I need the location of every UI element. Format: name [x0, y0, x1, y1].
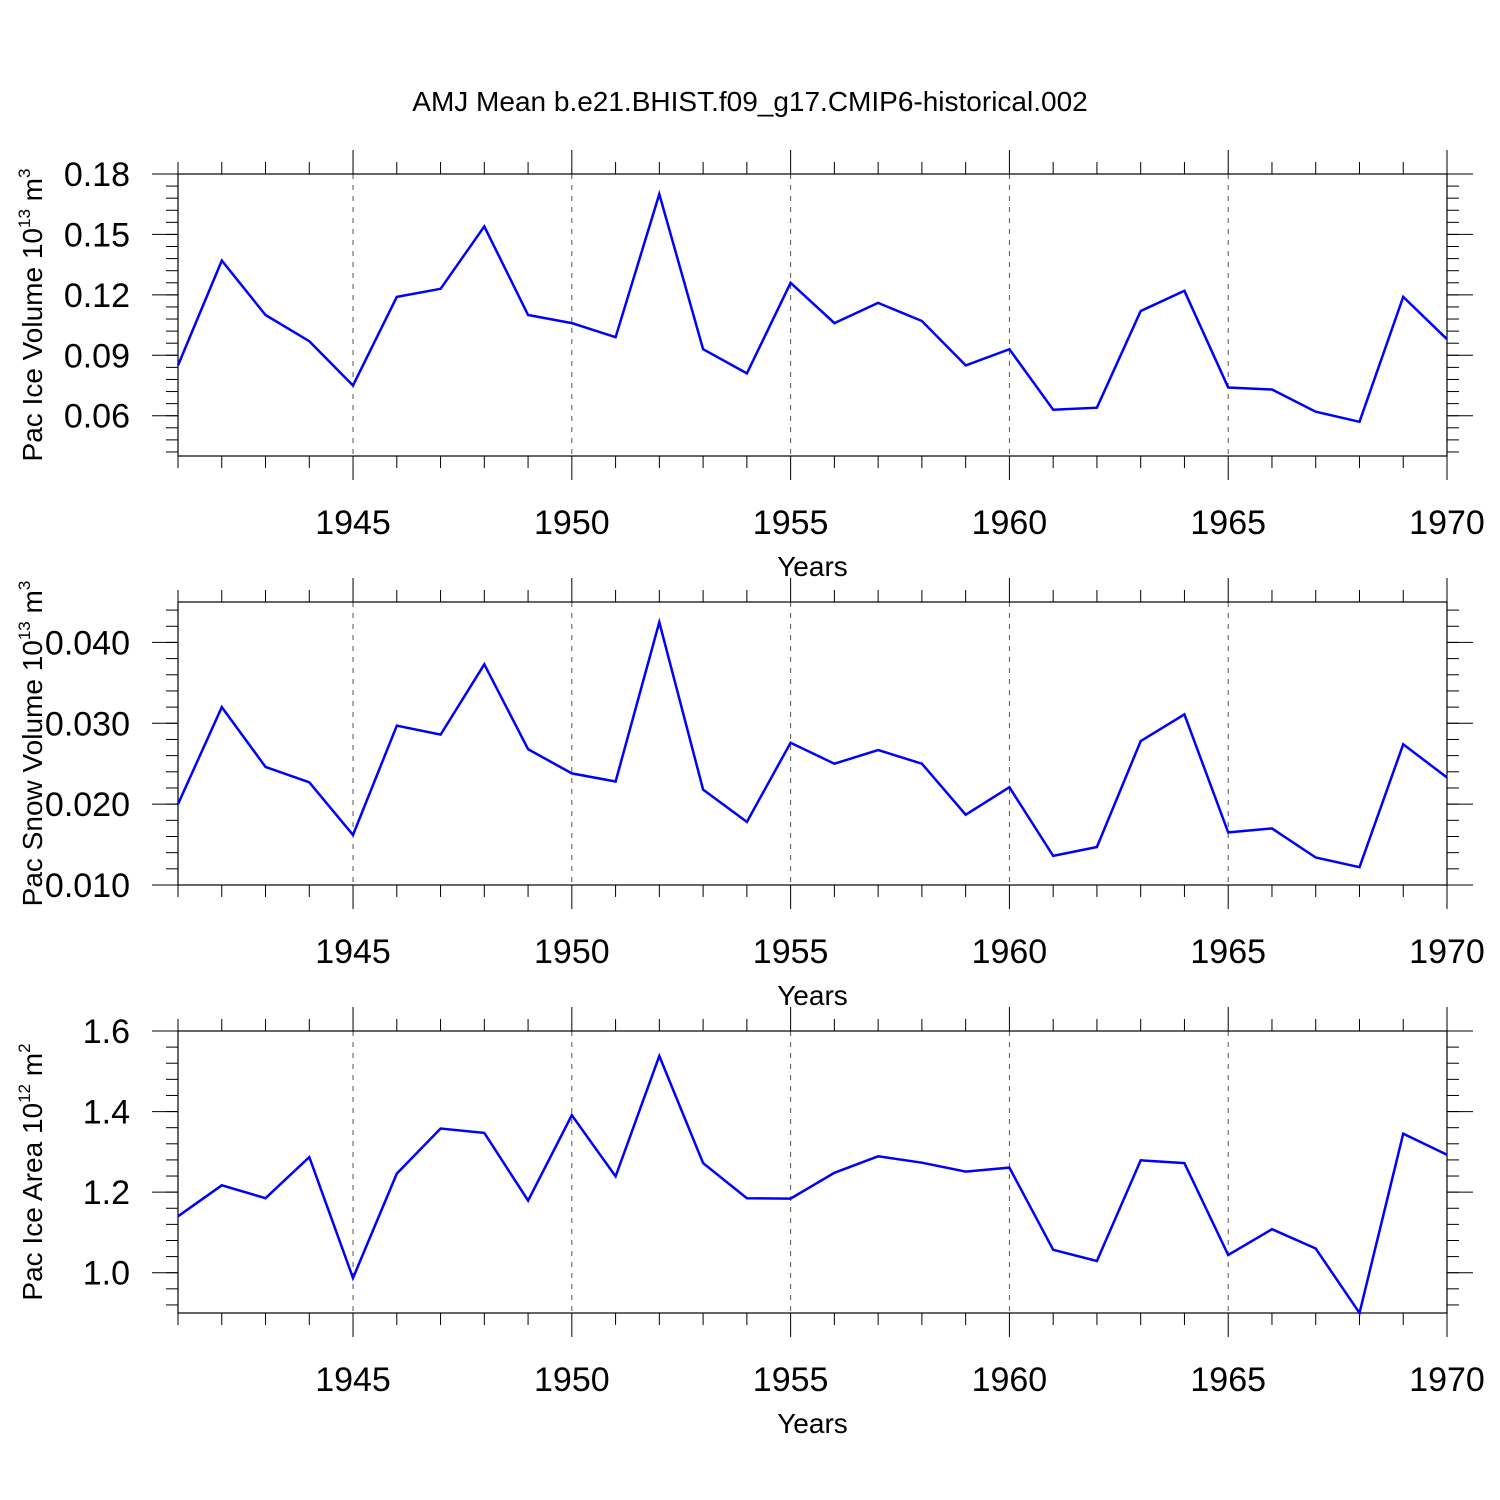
x-tick-label: 1950	[534, 504, 610, 542]
x-tick-label: 1945	[315, 504, 391, 542]
y-axis-label: Pac Snow Volume 1013 m3	[15, 581, 48, 907]
series-line	[176, 617, 1448, 869]
x-tick-label: 1965	[1190, 1361, 1266, 1399]
x-tick-label: 1945	[315, 1361, 391, 1399]
panel-1: 0.06 0.09 0.12 0.15 0.18 1945 1950 1955 1960 1965…	[15, 150, 1485, 582]
series-line	[176, 189, 1448, 424]
y-tick-label: 0.010	[45, 867, 130, 905]
x-tick-label: 1950	[534, 1361, 610, 1399]
y-tick-label: 0.18	[64, 156, 130, 194]
x-axis-label: Years	[777, 551, 848, 582]
x-tick-label: 1960	[972, 1361, 1048, 1399]
y-tick-label: 0.09	[64, 337, 130, 375]
plot-frame	[177, 173, 1448, 457]
y-tick-label: 0.15	[64, 216, 130, 254]
y-tick-label: 0.030	[45, 705, 130, 743]
x-axis-label: Years	[777, 1408, 848, 1439]
y-tick-label: 1.2	[83, 1174, 130, 1212]
panel-2: 0.010 0.020 0.030 0.040 1945 1950 1955 1960 1965…	[15, 578, 1485, 1011]
x-tick-label: 1945	[315, 933, 391, 971]
y-tick-label: 1.6	[83, 1013, 130, 1051]
y-tick-label: 1.0	[83, 1255, 130, 1293]
y-tick-label: 0.12	[64, 277, 130, 315]
series-line	[177, 1052, 1448, 1317]
y-tick-label: 0.040	[45, 624, 130, 662]
x-tick-label: 1955	[753, 504, 829, 542]
panel-3: 1.0 1.2 1.4 1.6 1945 1950 1955 1960 1965 1970 Year…	[15, 1007, 1485, 1439]
x-tick-label: 1960	[972, 933, 1048, 971]
x-tick-label: 1950	[534, 933, 610, 971]
x-tick-label: 1965	[1190, 933, 1266, 971]
x-tick-label: 1970	[1409, 1361, 1485, 1399]
plot-frame	[177, 1030, 1448, 1314]
chart-title: AMJ Mean b.e21.BHIST.f09_g17.CMIP6-histo…	[412, 86, 1087, 117]
y-tick-label: 0.020	[45, 786, 130, 824]
y-tick-label: 1.4	[83, 1094, 130, 1132]
y-axis-label: Pac Ice Area 1012 m2	[15, 1043, 48, 1300]
plot-frame	[177, 601, 1448, 886]
y-axis-label: Pac Ice Volume 1013 m3	[15, 169, 48, 462]
y-tick-label: 0.06	[64, 398, 130, 436]
x-tick-label: 1955	[753, 1361, 829, 1399]
x-tick-label: 1970	[1409, 504, 1485, 542]
x-axis-label: Years	[777, 980, 848, 1011]
x-tick-label: 1960	[972, 504, 1048, 542]
x-tick-label: 1970	[1409, 933, 1485, 971]
x-tick-label: 1955	[753, 933, 829, 971]
x-tick-label: 1965	[1190, 504, 1266, 542]
